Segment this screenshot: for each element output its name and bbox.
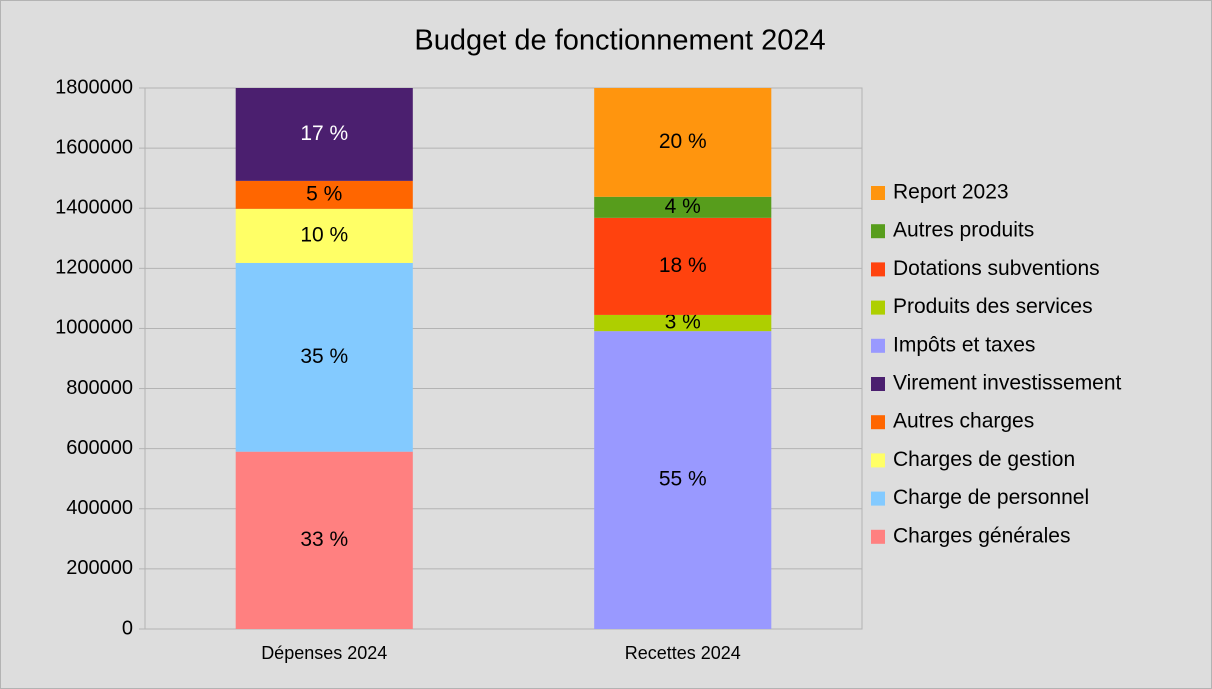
chart-title: Budget de fonctionnement 2024: [414, 25, 825, 57]
y-tick-label: 400000: [66, 497, 133, 519]
legend-swatch: [871, 338, 885, 353]
legend-swatch: [871, 224, 885, 239]
bar-segment: [235, 88, 413, 181]
legend-swatch: [871, 529, 885, 544]
data-label: 55 %: [659, 468, 707, 491]
legend-label: Produits des services: [893, 295, 1093, 318]
legend-swatch: [871, 491, 885, 506]
bar-segment: [594, 314, 772, 332]
bar-segment: [235, 262, 413, 452]
legend-label: Charges de gestion: [893, 448, 1075, 471]
x-tick-label: Recettes 2024: [625, 643, 741, 663]
data-label: 3 %: [665, 311, 701, 334]
y-tick-label: 200000: [66, 557, 133, 579]
legend-label: Report 2023: [893, 181, 1009, 204]
data-label: 10 %: [300, 223, 348, 246]
bar-segment: [594, 196, 772, 218]
legend-label: Charges générales: [893, 524, 1070, 547]
bar-segment: [594, 217, 772, 315]
data-label: 4 %: [665, 195, 701, 218]
legend-label: Autres charges: [893, 410, 1034, 433]
legend-label: Charge de personnel: [893, 486, 1089, 509]
y-tick-label: 1600000: [55, 136, 133, 158]
legend-swatch: [871, 415, 885, 430]
y-tick-label: 1200000: [55, 257, 133, 279]
legend-swatch: [871, 300, 885, 315]
legend-swatch: [871, 377, 885, 391]
data-label: 35 %: [300, 345, 348, 368]
y-tick-label: 600000: [66, 437, 133, 459]
bar-segment: [594, 88, 772, 197]
legend-label: Dotations subventions: [893, 257, 1100, 280]
y-tick-label: 800000: [66, 377, 133, 399]
y-tick-label: 1800000: [55, 76, 133, 98]
legend-swatch: [871, 262, 885, 277]
legend-swatch: [871, 186, 885, 200]
legend-swatch: [871, 453, 885, 468]
legend-label: Autres produits: [893, 219, 1034, 242]
data-label: 20 %: [659, 130, 707, 153]
x-tick-label: Dépenses 2024: [261, 643, 387, 663]
bar-segment: [235, 451, 413, 629]
bar-segment: [235, 208, 413, 263]
bar-segment: [594, 331, 772, 629]
legend-label: Impôts et taxes: [893, 333, 1035, 356]
legend-label: Virement investissement: [893, 372, 1122, 395]
data-label: 33 %: [300, 528, 348, 551]
bar-segment: [235, 180, 413, 209]
y-tick-label: 1000000: [55, 317, 133, 339]
data-label: 5 %: [306, 182, 342, 205]
data-label: 17 %: [300, 122, 348, 145]
y-tick-label: 0: [122, 617, 133, 639]
y-tick-label: 1400000: [55, 197, 133, 219]
data-label: 18 %: [659, 254, 707, 277]
